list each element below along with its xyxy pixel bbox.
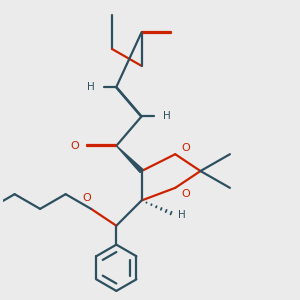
Text: O: O [182,143,190,153]
Text: O: O [182,189,190,199]
Text: H: H [163,111,171,121]
Text: O: O [82,194,91,203]
Polygon shape [116,146,143,172]
Text: H: H [87,82,95,92]
Text: H: H [178,210,185,220]
Text: O: O [70,141,79,151]
